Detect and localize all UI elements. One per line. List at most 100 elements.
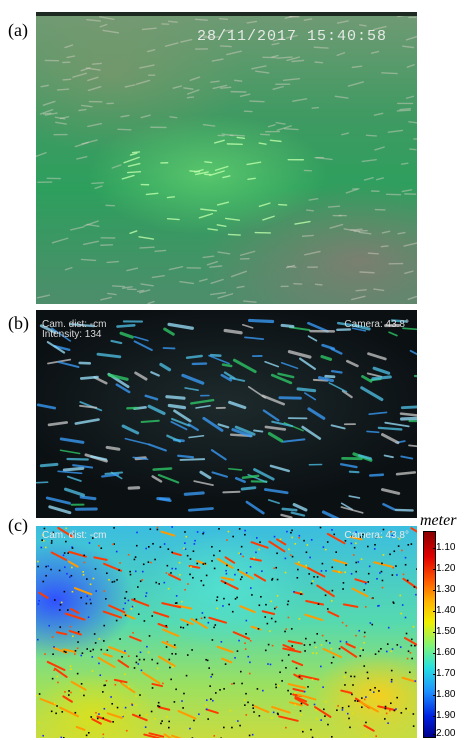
depth-fish-mark [287,683,307,689]
fish-mark [400,405,417,410]
depth-speckle [362,533,364,536]
depth-speckle [269,663,272,666]
fish-mark [278,396,302,400]
depth-speckle [322,546,325,548]
fish-mark [36,403,57,410]
fish-streak [223,29,234,32]
depth-speckle [355,542,357,545]
fish-mark [368,473,385,477]
depth-speckle [311,736,314,738]
fish-mark [301,425,322,440]
depth-speckle [300,593,302,595]
depth-speckle [345,564,347,566]
depth-speckle [168,726,170,729]
depth-speckle [182,707,184,709]
depth-speckle [245,714,248,716]
depth-speckle [151,687,154,689]
depth-speckle [260,595,262,598]
fish-streak [336,52,346,57]
depth-fish-mark [232,631,251,640]
depth-speckle [345,624,348,627]
colorbar-title: meter [420,512,457,529]
depth-speckle [291,536,293,539]
depth-speckle [70,574,73,577]
depth-speckle [241,682,243,685]
depth-speckle [302,728,304,731]
depth-speckle [244,704,246,706]
depth-speckle [113,543,115,545]
fish-streak [359,24,367,27]
intensity-text-b: Intensity: 134 [42,329,102,340]
depth-speckle [151,615,154,617]
depth-speckle [414,680,417,682]
fish-streak [186,96,195,99]
depth-speckle [360,647,363,650]
fish-mark [181,373,205,385]
depth-speckle [364,606,367,608]
fish-streak [167,20,178,23]
fish-mark [79,404,98,409]
depth-speckle [225,572,228,575]
depth-speckle [67,609,69,611]
depth-speckle [139,694,141,696]
depth-speckle [156,528,159,531]
depth-speckle [289,554,292,556]
depth-speckle [371,623,374,626]
depth-speckle [56,705,58,707]
depth-speckle [363,665,366,667]
fish-mark [399,412,417,417]
depth-speckle [56,675,59,678]
depth-speckle [205,658,207,661]
depth-speckle [387,626,390,629]
depth-speckle [367,581,370,583]
depth-speckle [378,604,380,607]
fish-streak [54,116,66,120]
depth-speckle [83,561,86,564]
depth-speckle [328,590,331,593]
fish-streak [229,134,245,137]
depth-speckle [132,632,134,634]
fish-streak [172,85,183,89]
fish-streak [400,162,409,165]
fish-streak [397,16,405,18]
depth-speckle [73,653,76,655]
depth-speckle [364,582,367,585]
depth-fish-mark [151,682,164,688]
depth-fish-mark [56,631,68,636]
colorbar-tick: 1.30 [432,584,456,595]
depth-speckle [86,648,88,650]
depth-speckle [270,600,272,603]
fish-streak [214,139,225,144]
depth-speckle [384,705,387,708]
fish-streak [343,228,360,232]
depth-speckle [115,550,118,553]
fish-streak [111,164,122,169]
depth-speckle [53,646,55,648]
depth-speckle [38,693,41,695]
depth-fish-mark [326,532,346,545]
depth-speckle [302,730,304,733]
depth-speckle [128,685,130,688]
depth-speckle [270,617,273,620]
depth-speckle [189,727,191,730]
depth-speckle [277,713,279,716]
depth-speckle [72,532,75,535]
depth-speckle [307,685,309,688]
depth-speckle [171,567,174,570]
depth-speckle [71,547,74,549]
depth-speckle [161,720,163,722]
depth-speckle [215,599,218,602]
depth-speckle [284,557,287,560]
depth-speckle [297,568,299,571]
depth-speckle [373,548,376,550]
fish-streak [387,129,404,133]
fish-mark [330,369,343,374]
depth-speckle [252,704,254,707]
fish-streak [269,139,282,143]
fish-mark [317,376,334,383]
depth-speckle [399,594,402,597]
depth-speckle [399,646,402,648]
fish-mark [185,354,203,359]
fish-streak [87,76,99,82]
depth-fish-mark [314,706,332,718]
